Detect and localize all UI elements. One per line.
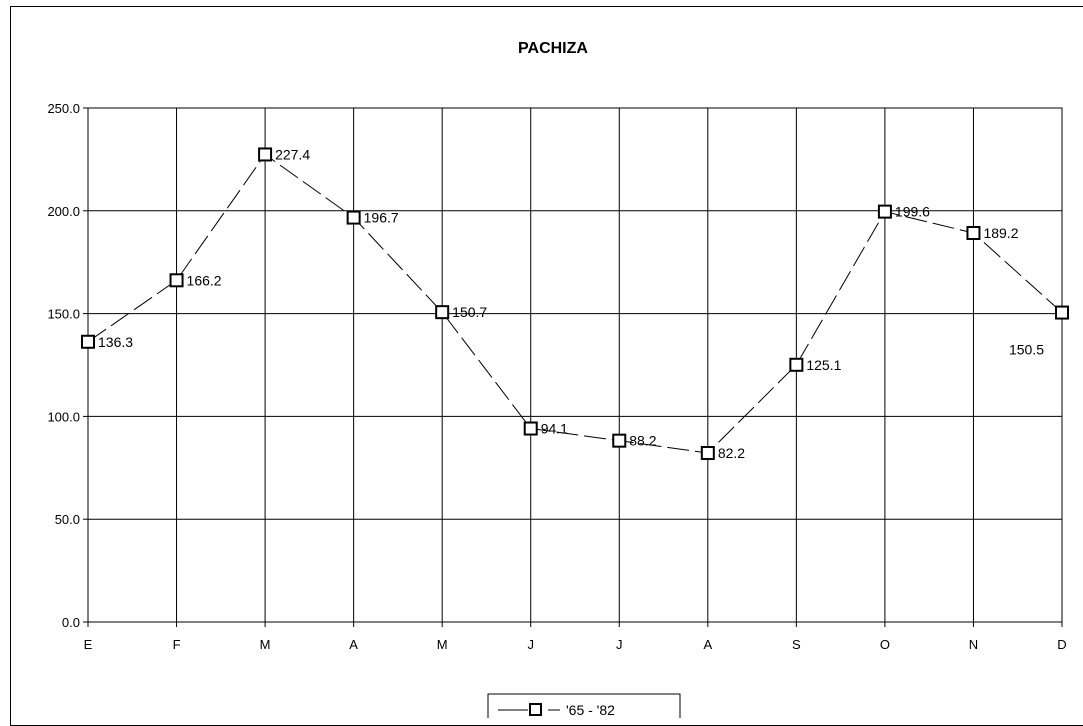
y-tick-label: 150.0 bbox=[47, 307, 80, 322]
data-label: 196.7 bbox=[364, 210, 399, 226]
x-tick-label: S bbox=[792, 637, 801, 652]
y-tick-label: 250.0 bbox=[47, 101, 80, 116]
data-point-marker bbox=[612, 433, 627, 448]
data-label: 125.1 bbox=[806, 357, 841, 373]
x-tick-label: A bbox=[703, 637, 712, 652]
series-group: 136.3 166.2 227.4 196.7 150.7 94.1 88.2 82.2 125… bbox=[81, 146, 1069, 461]
x-tick-label: O bbox=[880, 637, 890, 652]
legend: '65 - '82 bbox=[487, 693, 681, 718]
y-axis: 0.0 50.0 100.0 150.0 200.0 250.0 bbox=[47, 101, 88, 630]
data-point-marker bbox=[346, 210, 361, 225]
data-label: 199.6 bbox=[895, 204, 930, 220]
data-label: 189.2 bbox=[983, 225, 1018, 241]
data-point-marker bbox=[435, 305, 450, 320]
data-label: 227.4 bbox=[275, 146, 310, 162]
data-label: 82.2 bbox=[718, 445, 745, 461]
data-point-marker bbox=[523, 421, 538, 436]
legend-label: '65 - '82 bbox=[566, 702, 615, 718]
data-point-marker bbox=[877, 204, 892, 219]
y-tick-label: 200.0 bbox=[47, 204, 80, 219]
plot-area bbox=[87, 107, 1063, 623]
x-tick-label: F bbox=[173, 637, 181, 652]
x-tick-label: E bbox=[84, 637, 93, 652]
data-point-marker bbox=[700, 445, 715, 460]
data-label: 150.5 bbox=[1009, 342, 1044, 358]
data-label: 150.7 bbox=[452, 304, 487, 320]
x-tick-label: J bbox=[616, 637, 623, 652]
gridlines bbox=[87, 107, 1063, 623]
y-tick-label: 0.0 bbox=[62, 615, 80, 630]
legend-box bbox=[487, 693, 681, 718]
x-tick-label: J bbox=[527, 637, 534, 652]
data-label: 88.2 bbox=[629, 433, 656, 449]
data-point-marker bbox=[789, 357, 804, 372]
data-point-marker bbox=[966, 226, 981, 241]
x-tick-label: N bbox=[969, 637, 978, 652]
data-label: 136.3 bbox=[98, 334, 133, 350]
series-line bbox=[87, 153, 1063, 454]
y-tick-label: 50.0 bbox=[55, 512, 80, 527]
x-tick-label: A bbox=[349, 637, 358, 652]
data-point-marker bbox=[258, 147, 273, 162]
x-tick-label: D bbox=[1057, 637, 1066, 652]
x-tick-label: M bbox=[260, 637, 271, 652]
x-tick-label: M bbox=[437, 637, 448, 652]
data-label: 94.1 bbox=[541, 421, 568, 437]
data-point-marker bbox=[81, 334, 95, 349]
y-tick-label: 100.0 bbox=[47, 409, 80, 424]
data-point-marker bbox=[169, 273, 184, 288]
legend-marker bbox=[529, 703, 542, 716]
data-point-marker bbox=[1055, 305, 1069, 320]
data-label: 166.2 bbox=[187, 272, 222, 288]
chart-title: PACHIZA bbox=[518, 40, 588, 57]
